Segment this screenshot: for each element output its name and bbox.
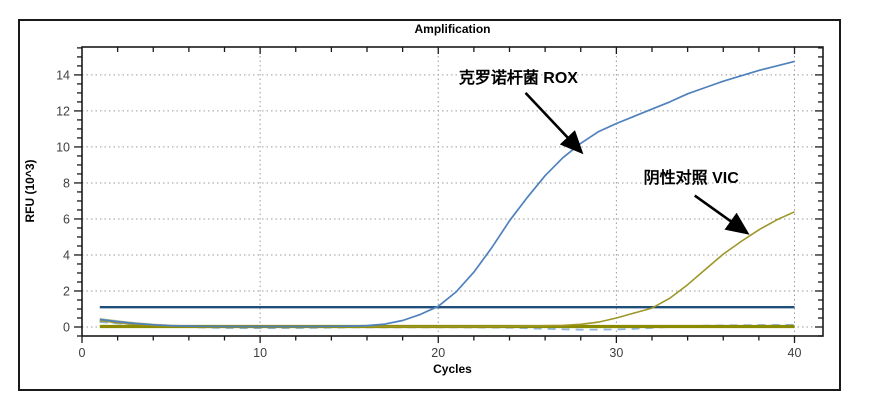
y-tick-label: 0 xyxy=(63,320,70,334)
axes-and-ticks: 0 10 20 30 40 0 2 4 6 8 10 12 14 xyxy=(56,46,824,360)
y-tick-label: 8 xyxy=(63,176,70,190)
x-tick-label: 10 xyxy=(253,346,267,360)
x-tick-label: 30 xyxy=(609,346,623,360)
y-tick-label: 6 xyxy=(63,212,70,226)
y-tick-label: 14 xyxy=(56,68,70,82)
annotation-arrow xyxy=(693,194,750,235)
x-axis-title: Cycles xyxy=(433,362,472,376)
annotation-arrow xyxy=(524,92,584,155)
y-tick-label: 12 xyxy=(56,104,70,118)
y-tick-label: 4 xyxy=(63,248,70,262)
y-tick-label: 10 xyxy=(56,140,70,154)
y-axis-title: RFU (10^3) xyxy=(23,159,37,223)
annotation-rox-label: 克罗诺杆菌 ROX xyxy=(458,69,578,87)
chart-title: Amplification xyxy=(414,22,491,36)
data-series xyxy=(99,60,795,331)
x-tick-label: 40 xyxy=(788,346,802,360)
annotation-vic-label: 阴性对照 VIC xyxy=(643,169,739,187)
plot-frame xyxy=(81,46,824,337)
vic-negative-control-curve xyxy=(99,211,795,328)
gridlines xyxy=(82,47,823,336)
x-tick-label: 0 xyxy=(79,346,86,360)
rox-cronobacter-curve xyxy=(99,60,795,328)
x-tick-label: 20 xyxy=(431,346,445,360)
y-tick-label: 2 xyxy=(63,284,70,298)
figure-border xyxy=(18,19,841,391)
annotation-arrows xyxy=(524,92,750,235)
